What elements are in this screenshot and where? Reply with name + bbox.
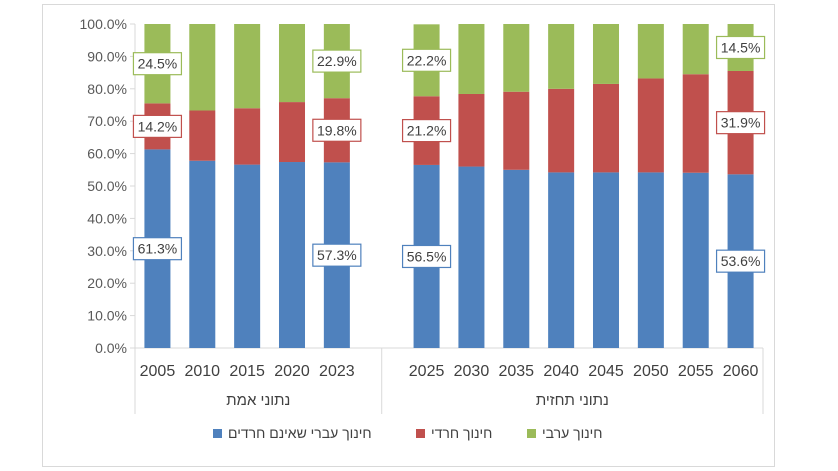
data-label: 53.6% <box>721 253 761 269</box>
bar-segment-2015-s2 <box>234 24 261 109</box>
y-tick-label: 60.0% <box>87 146 127 162</box>
bar-segment-2055-s2 <box>682 24 709 75</box>
data-label-box <box>132 52 183 76</box>
bar-segment-2040-s1 <box>548 88 575 173</box>
group-label-actual: נתוני אמת <box>226 392 290 409</box>
legend-swatch-0 <box>213 429 222 438</box>
data-label: 31.9% <box>721 115 761 131</box>
y-tick-label: 20.0% <box>87 275 127 291</box>
data-label: 22.9% <box>317 53 357 69</box>
bar-segment-2030-s1 <box>458 93 485 167</box>
bar-segment-2015-s1 <box>234 108 261 165</box>
bar-segment-2015-s0 <box>234 164 261 348</box>
y-tick-label: 90.0% <box>87 48 127 64</box>
bar-segment-2020-s0 <box>278 162 306 348</box>
bar-segment-2035-s1 <box>503 91 530 170</box>
x-category-label: 2025 <box>409 363 445 380</box>
x-category-label: 2045 <box>588 363 624 380</box>
x-category-label: 2023 <box>319 363 355 380</box>
bar-segment-2030-s2 <box>458 24 485 94</box>
data-label-box <box>132 237 183 261</box>
y-tick-label: 0.0% <box>95 340 127 356</box>
y-tick-label: 30.0% <box>87 243 127 259</box>
bar-segment-2030-s0 <box>458 166 485 348</box>
bar-segment-2035-s0 <box>503 169 530 348</box>
x-category-label: 2060 <box>723 363 759 380</box>
y-tick-label: 40.0% <box>87 210 127 226</box>
legend-label-2: חינוך ערבי <box>542 425 603 441</box>
data-label-box <box>715 35 766 60</box>
x-category-label: 2005 <box>140 363 176 380</box>
y-tick-label: 100.0% <box>80 16 127 32</box>
bar-segment-2050-s1 <box>637 78 664 173</box>
data-label: 22.2% <box>407 52 447 68</box>
bar-segment-2055-s1 <box>682 74 709 173</box>
y-tick-label: 70.0% <box>87 113 127 129</box>
data-label: 57.3% <box>317 247 357 263</box>
x-category-label: 2050 <box>633 363 669 380</box>
bar-segment-2010-s0 <box>189 160 216 348</box>
bar-segment-2010-s1 <box>189 110 216 161</box>
x-category-label: 2040 <box>543 363 579 380</box>
bar-segment-2055-s0 <box>682 172 709 348</box>
data-label: 61.3% <box>138 241 178 257</box>
data-label: 14.2% <box>138 118 178 134</box>
y-tick-label: 10.0% <box>87 308 127 324</box>
data-label-box <box>401 244 452 269</box>
chart-frame: 0.0% 10.0% 20.0% 30.0% 40.0% 50.0% 60.0% 70.0% 8… <box>42 4 775 467</box>
bar-segment-2045-s2 <box>592 24 620 84</box>
data-label: 56.5% <box>407 248 447 264</box>
bar-segment-2045-s1 <box>592 83 620 173</box>
bar-segment-2035-s2 <box>503 24 530 92</box>
bar-segment-2020-s1 <box>278 102 306 163</box>
group-label-forecast: נתוני תחזית <box>536 392 609 409</box>
x-category-label: 2020 <box>274 363 310 380</box>
data-label: 21.2% <box>407 123 447 139</box>
y-tick-label: 80.0% <box>87 81 127 97</box>
bar-segment-2040-s2 <box>548 24 575 89</box>
bar-segment-2050-s0 <box>637 172 664 348</box>
data-label-box <box>312 118 362 142</box>
data-label: 24.5% <box>138 56 178 72</box>
x-category-label: 2015 <box>229 363 265 380</box>
data-label-box <box>312 243 362 267</box>
y-tick-label: 50.0% <box>87 178 127 194</box>
legend-label-0: חינוך עברי שאינם חרדים <box>228 425 372 441</box>
x-category-label: 2030 <box>454 363 490 380</box>
x-category-label: 2010 <box>184 363 220 380</box>
bar-segment-2050-s2 <box>637 24 664 79</box>
bar-segment-2020-s2 <box>278 24 306 103</box>
data-label-box <box>401 118 452 143</box>
data-label-box <box>715 111 766 135</box>
x-category-label: 2035 <box>498 363 534 380</box>
data-label-box <box>715 249 766 273</box>
legend-swatch-1 <box>416 429 425 438</box>
x-category-label: 2055 <box>678 363 714 380</box>
bar-segment-2040-s0 <box>548 172 575 348</box>
bar-segment-2045-s0 <box>592 172 620 348</box>
legend-label-1: חינוך חרדי <box>431 425 492 441</box>
data-label-box <box>312 49 362 73</box>
data-label-box <box>132 114 183 138</box>
data-label-box <box>401 48 452 72</box>
data-label: 14.5% <box>721 39 761 55</box>
data-label: 19.8% <box>317 122 357 138</box>
stacked-percent-bar-chart: 0.0% 10.0% 20.0% 30.0% 40.0% 50.0% 60.0% 70.0% 8… <box>80 16 766 441</box>
legend-swatch-2 <box>527 429 536 438</box>
bar-segment-2010-s2 <box>189 24 216 111</box>
